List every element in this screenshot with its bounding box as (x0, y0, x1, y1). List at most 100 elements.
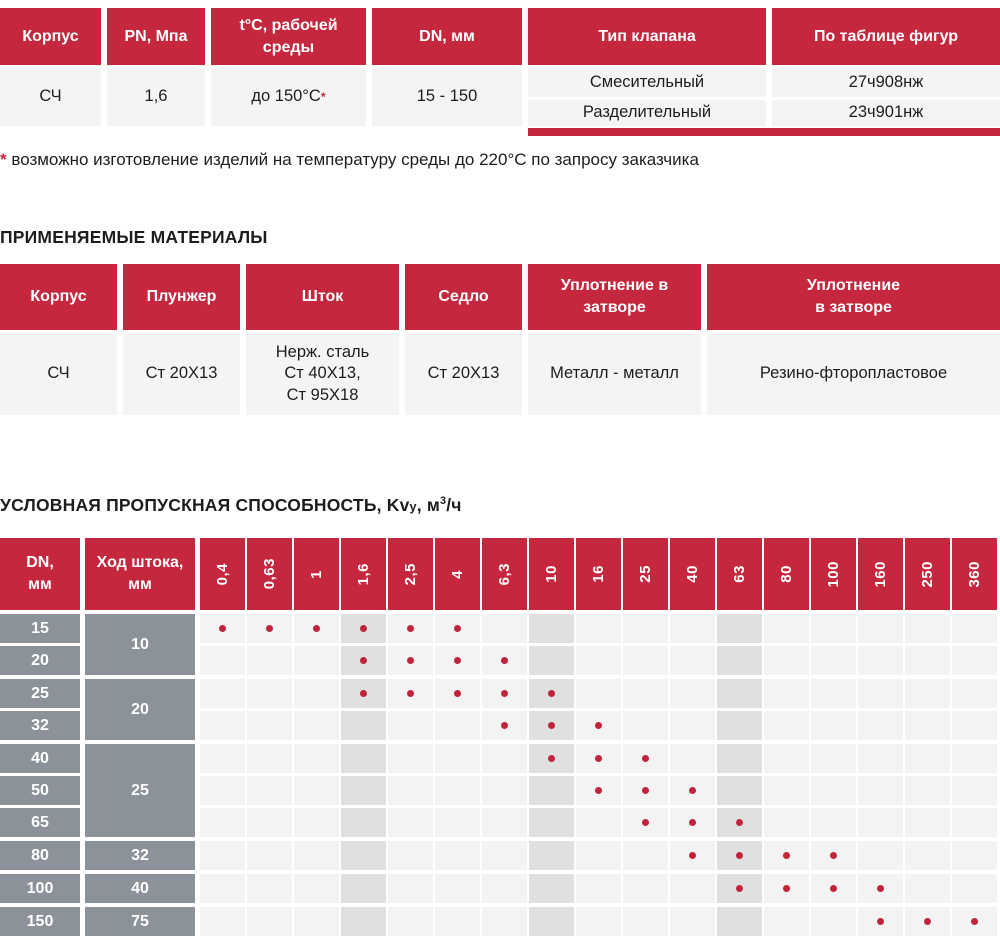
kv-cell (435, 744, 480, 773)
kv-dn-column: 40 50 65 (0, 744, 80, 837)
kv-row-group: 15 20 10 (0, 614, 1000, 675)
kv-cell (952, 907, 997, 936)
spec-valve-type-block: Тип клапана Смесительный Разделительный … (528, 8, 1000, 136)
kv-cell (670, 646, 715, 675)
kv-dot (736, 852, 743, 859)
kv-cell (811, 907, 856, 936)
kv-cell (200, 841, 245, 870)
kv-cell (576, 614, 621, 643)
kv-row (200, 744, 1000, 773)
spec-col-dn: DN, мм 15 - 150 (372, 8, 522, 136)
kv-cell (435, 808, 480, 837)
kv-cell (294, 744, 339, 773)
kv-dot (877, 885, 884, 892)
kv-cell (529, 744, 574, 773)
materials-col-korpus: Корпус СЧ (0, 264, 117, 415)
kv-column-header-label: 2,5 (402, 562, 419, 586)
materials-value-seal-rubber: Резино-фторопластовое (707, 333, 1000, 415)
kv-cell (905, 841, 950, 870)
kv-column-header: 10 (529, 538, 574, 610)
kv-cell (200, 907, 245, 936)
kv-cell (952, 679, 997, 708)
kv-dot (407, 625, 414, 632)
materials-header-korpus: Корпус (0, 264, 117, 330)
materials-value-plunger: Ст 20Х13 (123, 333, 240, 415)
kv-cell (529, 841, 574, 870)
kv-cell (388, 907, 433, 936)
kv-cell (764, 874, 809, 903)
kv-column-header: 40 (670, 538, 715, 610)
kv-cell (435, 711, 480, 740)
spec-col-korpus: Корпус СЧ (0, 8, 101, 136)
kv-cell (858, 646, 903, 675)
kv-dot (642, 819, 649, 826)
kv-row-group: 150 75 (0, 907, 1000, 936)
kv-cell (482, 711, 527, 740)
kv-table-body: 15 20 10 25 32 20 40 50 65 25 80 32 100 40 150 75 (0, 614, 1000, 936)
kv-column-header: 100 (811, 538, 856, 610)
temp-footnote-mark: * (320, 89, 326, 104)
kv-column-header: 25 (623, 538, 668, 610)
kv-column-header-label: 360 (966, 560, 983, 588)
kv-cell (717, 614, 762, 643)
kv-column-header: 63 (717, 538, 762, 610)
kv-cell (623, 711, 668, 740)
kv-cell (670, 808, 715, 837)
spec-col-valve-type: Тип клапана Смесительный Разделительный (528, 8, 766, 126)
kv-dot (689, 852, 696, 859)
kv-stroke-cell: 40 (85, 874, 195, 903)
kv-cell (670, 841, 715, 870)
kv-dn-cell: 80 (0, 841, 80, 870)
spec-value-dn: 15 - 150 (372, 68, 522, 126)
kv-dot (830, 852, 837, 859)
kv-cell (529, 614, 574, 643)
kv-cell (764, 679, 809, 708)
kv-cell (764, 907, 809, 936)
kv-dot (266, 625, 273, 632)
kv-dn-cell: 20 (0, 646, 80, 675)
kv-cell (294, 907, 339, 936)
kv-column-header-label: 40 (684, 565, 701, 583)
kv-cell (388, 679, 433, 708)
materials-header-stem: Шток (246, 264, 399, 330)
spec-col-figure: По таблице фигур 27ч908нж 23ч901нж (772, 8, 1000, 126)
kv-cell (623, 614, 668, 643)
kv-cell (341, 646, 386, 675)
kv-cell (576, 679, 621, 708)
kv-cell (905, 646, 950, 675)
kv-cell (435, 679, 480, 708)
kv-cell (811, 874, 856, 903)
kv-cell (482, 776, 527, 805)
kv-column-header: 80 (764, 538, 809, 610)
kv-cell (670, 874, 715, 903)
kv-table: DN, мм Ход штока, мм 0,4 0,63 1 1,6 2,5 4 6,3 1… (0, 538, 1000, 936)
kv-column-header: 250 (905, 538, 950, 610)
kv-cell (200, 776, 245, 805)
materials-col-seal-metal: Уплотнение в затворе Металл - металл (528, 264, 701, 415)
kv-dn-cell: 32 (0, 711, 80, 740)
kv-row (200, 646, 1000, 675)
kv-cell (294, 614, 339, 643)
kv-cell (341, 614, 386, 643)
kv-row (200, 874, 1000, 903)
kv-cell (482, 646, 527, 675)
kv-cell (952, 808, 997, 837)
kv-dot (501, 657, 508, 664)
kv-cell (670, 711, 715, 740)
kv-cell (247, 907, 292, 936)
kv-cell (482, 874, 527, 903)
kv-dn-column: 80 (0, 841, 80, 870)
spec-header-figure: По таблице фигур (772, 8, 1000, 65)
kv-cell (952, 776, 997, 805)
materials-value-korpus: СЧ (0, 333, 117, 415)
kv-cell (247, 679, 292, 708)
spec-table: Корпус СЧ PN, Мпа 1,6 t°C, рабочей среды… (0, 8, 1000, 136)
kv-column-header-label: 160 (872, 560, 889, 588)
kv-column-header: 1 (294, 538, 339, 610)
kv-dot (454, 625, 461, 632)
kv-dot-column (200, 907, 1000, 936)
kv-cell (764, 711, 809, 740)
kv-cell (858, 776, 903, 805)
kv-cell (529, 646, 574, 675)
